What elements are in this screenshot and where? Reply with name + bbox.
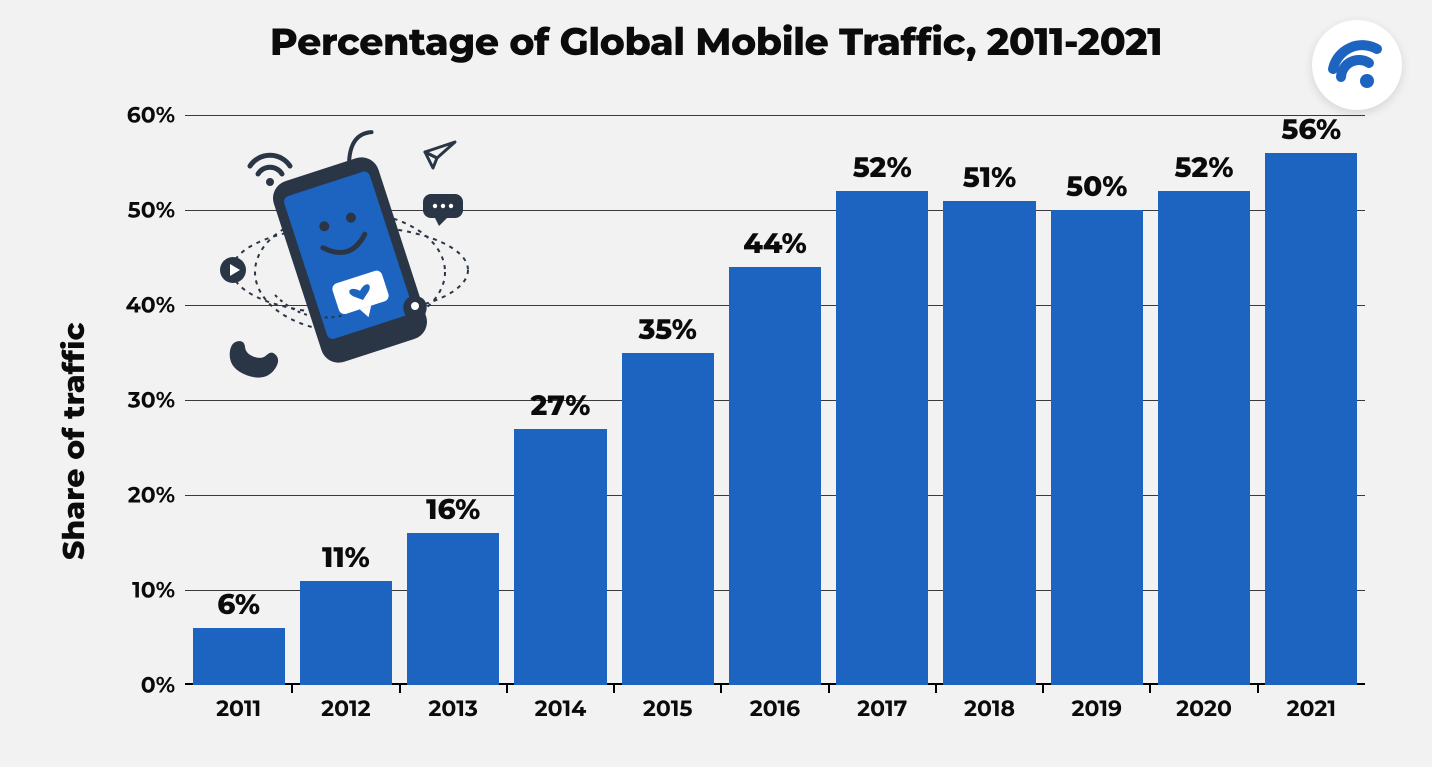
x-tick-label: 2017 <box>857 695 907 722</box>
x-tick-label: 2018 <box>964 695 1015 722</box>
bar-slot: 35% <box>614 115 721 685</box>
bar <box>943 201 1035 686</box>
x-tick-slot: 2014 <box>507 685 614 722</box>
bar-value-label: 52% <box>1150 151 1257 185</box>
y-axis-label: Share of traffic <box>55 322 92 560</box>
x-tick-label: 2020 <box>1176 695 1232 722</box>
y-tick-label: 50% <box>117 197 175 224</box>
x-tick-slot: 2013 <box>400 685 507 722</box>
bar-value-label: 6% <box>185 588 292 622</box>
bar-value-label: 35% <box>614 313 721 347</box>
phone-illustration <box>215 120 485 400</box>
x-tick-slot: 2020 <box>1150 685 1257 722</box>
chart-title: Percentage of Global Mobile Traffic, 201… <box>0 18 1432 65</box>
y-tick-label: 10% <box>117 577 175 604</box>
chart-canvas: Percentage of Global Mobile Traffic, 201… <box>0 0 1432 767</box>
bar-value-label: 51% <box>936 161 1043 195</box>
wifi-logo-icon <box>1325 33 1389 97</box>
x-tick-slot: 2017 <box>829 685 936 722</box>
x-tick-slot: 2015 <box>614 685 721 722</box>
bar-slot: 56% <box>1258 115 1365 685</box>
x-ticks: 2011 2012 2013 2014 2015 2016 2017 2018 2019 2020… <box>185 685 1365 722</box>
x-tick-slot: 2018 <box>936 685 1043 722</box>
bar-value-label: 11% <box>292 541 399 575</box>
x-tick-label: 2012 <box>321 695 370 722</box>
bar-slot: 27% <box>507 115 614 685</box>
x-tick-label: 2011 <box>216 695 261 722</box>
x-tick-label: 2016 <box>750 695 800 722</box>
bar-value-label: 56% <box>1258 113 1365 147</box>
x-tick-slot: 2012 <box>292 685 399 722</box>
y-tick-label: 60% <box>117 102 175 129</box>
x-tick-label: 2015 <box>643 695 693 722</box>
bar <box>836 191 928 685</box>
x-tick-label: 2013 <box>428 695 477 722</box>
y-tick-label: 0% <box>117 672 175 699</box>
bar-slot: 44% <box>721 115 828 685</box>
bar-value-label: 52% <box>829 151 936 185</box>
bar <box>1265 153 1357 685</box>
bar-value-label: 16% <box>400 493 507 527</box>
bar <box>1158 191 1250 685</box>
x-tick-label: 2014 <box>535 695 587 722</box>
bar-slot: 51% <box>936 115 1043 685</box>
bar <box>1051 210 1143 685</box>
y-tick-label: 30% <box>117 387 175 414</box>
y-tick-label: 40% <box>117 292 175 319</box>
x-tick-slot: 2021 <box>1258 685 1365 722</box>
bar-slot: 50% <box>1043 115 1150 685</box>
bar-value-label: 44% <box>721 227 828 261</box>
bar-slot: 52% <box>829 115 936 685</box>
bar <box>193 628 285 685</box>
brand-logo-badge <box>1312 20 1402 110</box>
x-tick-label: 2019 <box>1072 695 1122 722</box>
y-tick-label: 20% <box>117 482 175 509</box>
bar <box>729 267 821 685</box>
x-tick-slot: 2011 <box>185 685 292 722</box>
bar <box>514 429 606 686</box>
bar-value-label: 50% <box>1043 170 1150 204</box>
x-tick-slot: 2016 <box>721 685 828 722</box>
bar <box>622 353 714 686</box>
bar <box>300 581 392 686</box>
bar <box>407 533 499 685</box>
x-tick-label: 2021 <box>1287 695 1336 722</box>
x-tick-slot: 2019 <box>1043 685 1150 722</box>
bar-value-label: 27% <box>507 389 614 423</box>
bar-slot: 52% <box>1150 115 1257 685</box>
